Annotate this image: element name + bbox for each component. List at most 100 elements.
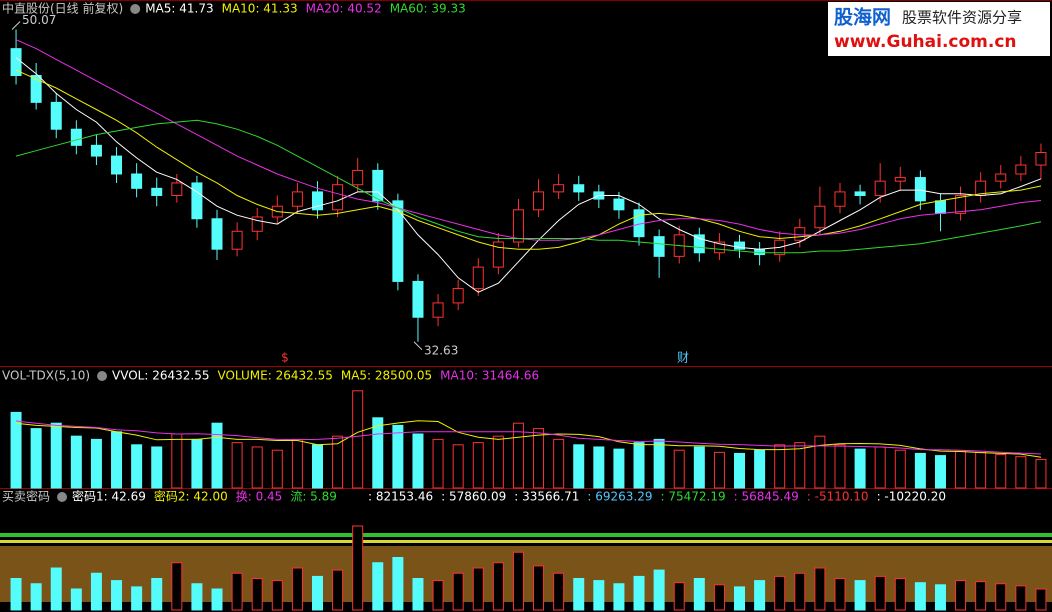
ma-line	[15, 57, 1042, 293]
candle-body	[914, 177, 926, 202]
bar	[734, 586, 746, 611]
bar	[492, 435, 504, 489]
candle-body	[834, 191, 846, 207]
annotation-label: 50.07	[22, 13, 56, 27]
bar	[814, 435, 826, 489]
bar	[111, 431, 123, 489]
header-label: : -10220.20	[877, 490, 946, 504]
bar	[914, 582, 926, 611]
bar	[914, 452, 926, 489]
bar	[271, 449, 283, 489]
bar	[432, 580, 444, 611]
candle-body	[613, 198, 625, 211]
bar	[713, 451, 725, 489]
header-label: : 56845.49	[734, 490, 799, 504]
candle-body	[794, 227, 806, 241]
bar	[231, 442, 243, 489]
indicator-stripe	[0, 533, 1052, 537]
watermark-slogan: 股票软件资源分享	[902, 9, 1022, 27]
bar	[291, 438, 303, 489]
candle-body	[814, 205, 826, 229]
header-label: : 75472.19	[661, 490, 726, 504]
header-label: : 57860.09	[441, 490, 506, 504]
bar	[171, 562, 183, 611]
bar	[975, 581, 987, 611]
bar	[90, 572, 102, 611]
bar	[955, 580, 967, 611]
bar	[613, 583, 625, 611]
watermark: 股海网 股票软件资源分享 www.Guhai.com.cn	[828, 2, 1050, 56]
candle-body	[171, 182, 183, 196]
bar	[452, 572, 464, 611]
candle-body	[251, 216, 263, 232]
bar	[10, 578, 22, 611]
bar	[70, 588, 82, 611]
candle-body	[452, 288, 464, 304]
bar	[30, 583, 42, 611]
bar	[734, 452, 746, 489]
bar	[774, 575, 786, 611]
watermark-box	[828, 2, 1050, 56]
bar	[934, 584, 946, 611]
candle-body	[653, 236, 665, 257]
candle-body	[131, 173, 143, 189]
bar	[713, 584, 725, 611]
bar	[1015, 585, 1027, 611]
candle-body	[955, 194, 967, 214]
bar	[231, 572, 243, 611]
bar	[311, 575, 323, 611]
panel-title: VOL-TDX(5,10)	[2, 369, 90, 383]
bar	[492, 562, 504, 611]
title-icon	[57, 492, 68, 502]
title-icon	[97, 371, 108, 381]
ma-line	[15, 39, 1042, 241]
ma-line	[15, 420, 1042, 458]
bar	[613, 448, 625, 489]
bar	[251, 446, 263, 489]
candle-body	[211, 218, 223, 250]
bar	[834, 444, 846, 489]
bar	[131, 444, 143, 489]
bar	[512, 422, 524, 489]
bar	[512, 551, 524, 611]
bar	[854, 448, 866, 489]
candle-body	[512, 209, 524, 243]
bar	[30, 428, 42, 489]
bar	[653, 569, 665, 611]
header-label: : -5110.10	[807, 490, 869, 504]
bar	[894, 578, 906, 611]
bar	[70, 435, 82, 489]
watermark-url: www.Guhai.com.cn	[834, 32, 1017, 52]
bar	[794, 572, 806, 611]
candle-body	[432, 302, 444, 318]
candle-body	[231, 230, 243, 250]
candle-body	[111, 155, 123, 175]
header-label: 密码1: 42.69	[72, 489, 146, 504]
candle-body	[90, 144, 102, 157]
annotation-leader	[413, 341, 423, 351]
bar	[332, 435, 344, 489]
watermark-brand: 股海网	[834, 6, 891, 29]
bar	[874, 446, 886, 489]
candle-body	[934, 200, 946, 214]
candle-body	[332, 184, 344, 211]
bar	[10, 411, 22, 489]
bar	[673, 449, 685, 489]
candle-body	[291, 191, 303, 207]
candle-body	[995, 173, 1007, 182]
bar	[452, 444, 464, 489]
bar	[412, 433, 424, 489]
bar	[1035, 458, 1047, 489]
bar	[291, 567, 303, 611]
candle-body	[492, 241, 504, 268]
event-marker: $	[281, 351, 289, 365]
header-label: 密码2: 42.00	[154, 489, 228, 504]
candle-body	[573, 184, 585, 193]
bar	[1035, 588, 1047, 611]
bar	[794, 442, 806, 489]
bar	[955, 450, 967, 489]
bar	[693, 578, 705, 611]
header-label: 流: 5.89	[290, 490, 337, 504]
bar	[553, 572, 565, 611]
